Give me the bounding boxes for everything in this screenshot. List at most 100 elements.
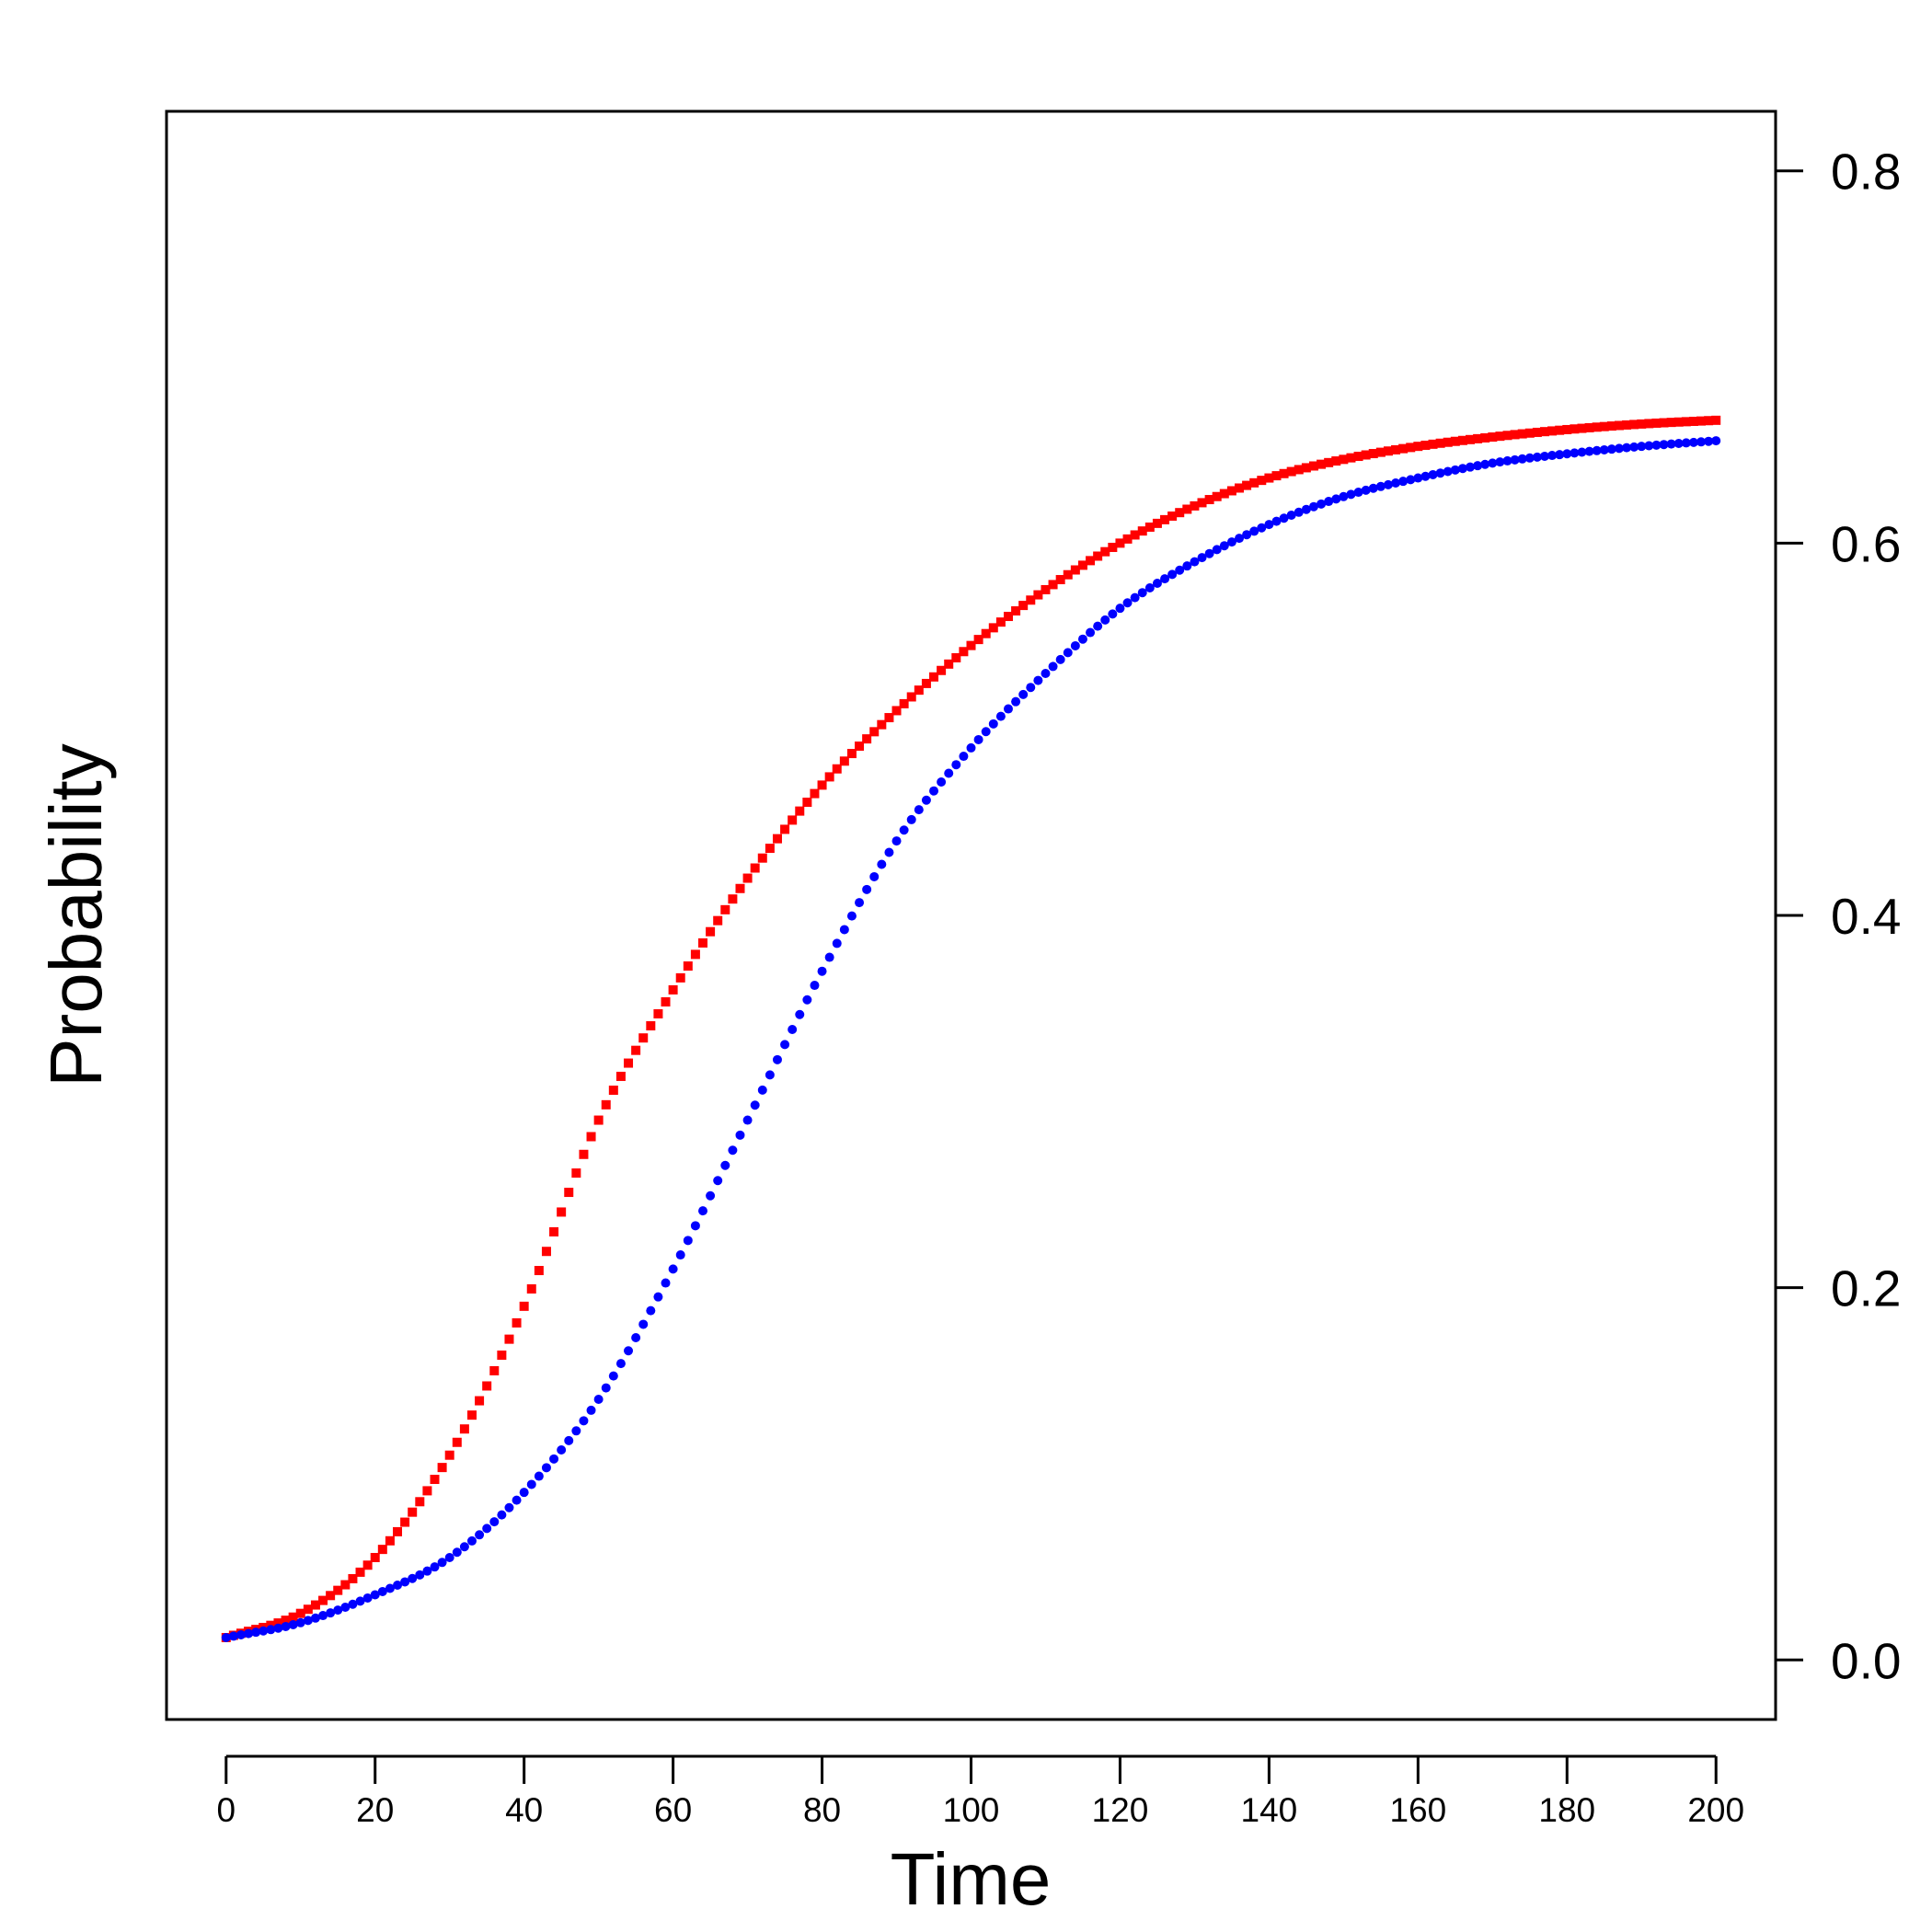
red-square-point [1562, 424, 1572, 434]
red-square-point [1532, 427, 1542, 437]
blue-circle-point [1420, 471, 1431, 481]
blue-circle-point [466, 1535, 477, 1546]
blue-circle-point [765, 1070, 775, 1080]
blue-circle-point [251, 1627, 261, 1638]
blue-circle-point [1294, 507, 1304, 517]
red-square-point [698, 937, 707, 948]
red-square-point [1517, 429, 1527, 439]
red-square-point [713, 915, 723, 926]
blue-circle-point [1235, 534, 1244, 544]
red-square-point [944, 659, 954, 669]
red-square-point [855, 742, 865, 752]
blue-circle-point [1413, 473, 1423, 483]
blue-circle-point [519, 1488, 529, 1498]
red-square-point [683, 961, 693, 972]
red-square-point [1375, 447, 1386, 457]
red-square-point [393, 1526, 403, 1536]
red-square-point [1301, 463, 1311, 473]
blue-circle-point [1391, 478, 1401, 489]
red-square-point [884, 713, 894, 723]
red-square-point [981, 628, 991, 638]
red-square-point [1435, 438, 1445, 448]
red-square-point [1614, 420, 1624, 431]
blue-circle-point [1696, 437, 1707, 447]
blue-circle-point [1152, 578, 1162, 588]
blue-circle-point [1190, 557, 1200, 567]
red-square-point [1466, 434, 1476, 444]
y-tick-label: 0.6 [1831, 515, 1901, 572]
red-square-point [1629, 420, 1639, 430]
red-square-point [1599, 421, 1609, 431]
red-square-point [765, 844, 775, 854]
blue-circle-point [1473, 461, 1483, 471]
blue-circle-point [944, 768, 954, 778]
blue-circle-point [817, 966, 827, 976]
red-square-point [1086, 556, 1096, 566]
blue-circle-point [1257, 523, 1267, 533]
red-square-point [549, 1226, 559, 1236]
blue-circle-point [1033, 675, 1043, 685]
red-square-point [1450, 436, 1460, 446]
blue-circle-point [497, 1510, 507, 1520]
red-square-point [1324, 457, 1334, 467]
red-square-point [877, 719, 887, 730]
blue-circle-point [772, 1054, 782, 1064]
red-square-point [1659, 418, 1669, 428]
blue-circle-point [534, 1471, 544, 1481]
blue-circle-point [526, 1479, 536, 1489]
red-square-point [1622, 420, 1632, 430]
red-square-point [757, 853, 767, 863]
red-square-point [1696, 416, 1707, 426]
blue-circle-point [914, 805, 924, 815]
blue-circle-point [1339, 491, 1349, 501]
red-square-point [362, 1560, 373, 1570]
red-square-point [1122, 534, 1133, 544]
red-square-point [385, 1535, 395, 1546]
red-square-point [1495, 431, 1505, 442]
blue-circle-point [1018, 689, 1029, 699]
red-square-point [1160, 514, 1170, 524]
blue-circle-point [1093, 621, 1103, 631]
red-square-point [653, 1008, 663, 1018]
red-square-point [1279, 468, 1289, 478]
blue-circle-point [385, 1583, 395, 1593]
red-square-point [1666, 418, 1676, 428]
series-red-squares [221, 415, 1721, 1642]
red-square-point [988, 623, 998, 633]
red-square-point [310, 1600, 320, 1610]
blue-circle-point [482, 1524, 492, 1534]
blue-circle-point [728, 1145, 738, 1156]
red-square-point [899, 698, 909, 708]
red-square-point [1555, 425, 1565, 435]
blue-circle-point [1226, 537, 1236, 547]
red-square-point [1308, 461, 1318, 471]
blue-circle-point [340, 1602, 351, 1612]
red-square-point [742, 873, 753, 883]
red-square-point [1443, 437, 1453, 447]
red-square-point [817, 780, 827, 790]
red-square-point [326, 1591, 336, 1601]
red-square-point [1413, 442, 1423, 452]
blue-circle-point [459, 1542, 469, 1552]
red-square-point [1108, 542, 1118, 552]
blue-circle-point [430, 1562, 440, 1572]
blue-circle-point [259, 1626, 269, 1636]
red-square-point [690, 949, 700, 960]
red-square-point [1681, 417, 1691, 427]
blue-circle-point [1048, 661, 1058, 672]
blue-circle-point [646, 1305, 656, 1316]
blue-circle-point [1077, 634, 1087, 644]
blue-circle-point [675, 1250, 685, 1260]
red-square-point [333, 1585, 343, 1595]
blue-circle-point [884, 847, 894, 857]
blue-circle-point [1301, 504, 1311, 514]
red-square-point [1644, 419, 1654, 429]
blue-circle-point [273, 1623, 283, 1633]
y-tick-label: 0.4 [1831, 888, 1901, 945]
red-square-point [1235, 483, 1244, 493]
blue-circle-point [1026, 683, 1036, 693]
blue-circle-point [326, 1608, 336, 1618]
blue-circle-point [1584, 446, 1594, 456]
blue-circle-point [795, 1009, 805, 1019]
red-square-point [1048, 580, 1058, 590]
